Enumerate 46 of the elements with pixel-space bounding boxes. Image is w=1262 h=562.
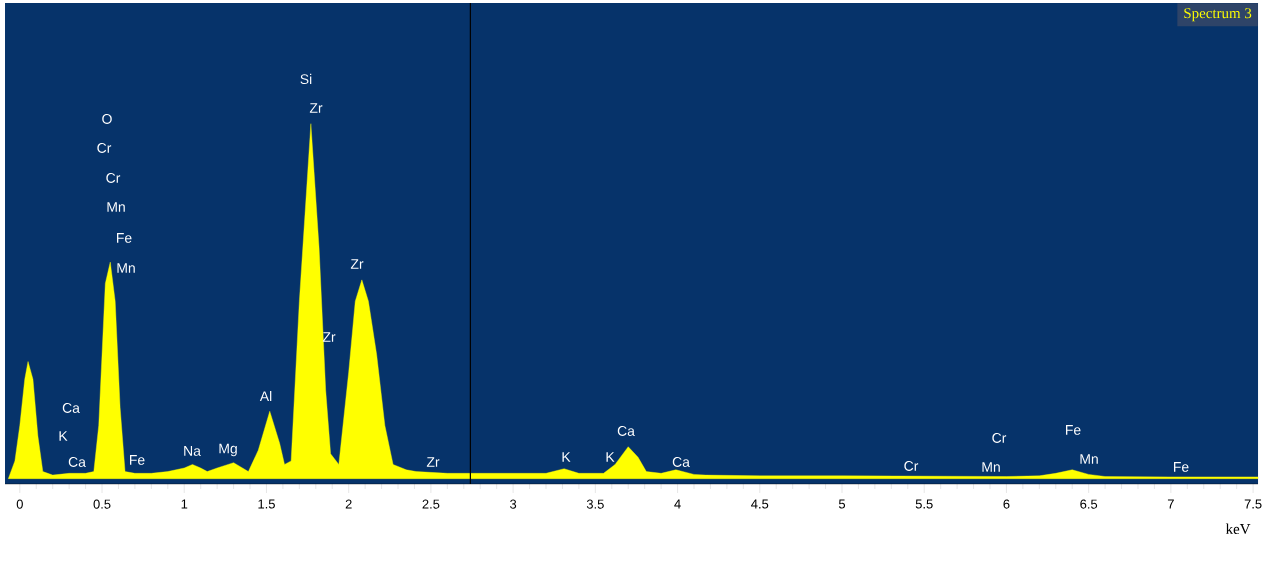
annotation: Cr	[106, 173, 121, 183]
x-tick-label: 6.5	[1080, 499, 1098, 509]
annotation: Ca	[617, 426, 635, 436]
x-tick-label: 2	[345, 499, 352, 509]
annotation: Fe	[117, 233, 132, 243]
annotation: Na	[184, 446, 201, 456]
x-tick-label: 7.5	[1244, 499, 1262, 509]
annotation: Ca	[68, 457, 86, 467]
x-tick-label: 5.5	[915, 499, 933, 509]
annotation: Zr	[426, 457, 440, 467]
annotation: Ca	[62, 403, 80, 413]
annotation: Cr	[904, 461, 919, 471]
x-tick-label: 5	[838, 499, 846, 509]
text: Si	[300, 73, 312, 85]
annotation: Fe	[1066, 425, 1081, 435]
x-tick-label: 2.5	[422, 499, 440, 509]
x-tick-label: 7	[1167, 499, 1174, 509]
annotation: Cr	[97, 143, 112, 153]
annotation: O	[102, 114, 112, 124]
x-tick-label: 6	[1003, 499, 1010, 509]
annotation: Mg	[219, 443, 237, 457]
x-tick-label: 4	[674, 499, 681, 509]
annotation: Mn	[107, 202, 125, 212]
annotation: Zr	[322, 332, 336, 342]
x-tick-label: 4.5	[751, 499, 769, 509]
annotation: Mn	[982, 462, 1000, 472]
text: Zr	[309, 103, 323, 113]
x-tick-label: 3	[510, 499, 517, 509]
annotation: Cr	[992, 433, 1007, 443]
x-tick-label: 0	[16, 499, 23, 509]
chart-title: Spectrum 3	[1184, 8, 1252, 22]
annotation: K	[562, 452, 571, 462]
annotation: Zr	[350, 259, 364, 269]
annotation: Mn	[117, 263, 135, 273]
x-tick-label: 3.5	[586, 499, 604, 509]
annotation: Fe	[1174, 462, 1189, 472]
x-axis-title: keV	[1225, 523, 1251, 535]
annotation: Fe	[130, 455, 145, 465]
annotation: K	[59, 431, 68, 441]
x-tick-label: 1.5	[258, 499, 275, 509]
annotation: K	[606, 452, 615, 462]
annotation: Mn	[1080, 454, 1098, 464]
x-tick-label: 0.5	[93, 499, 111, 509]
annotation: Ca	[672, 457, 690, 467]
x-tick-label: 1	[181, 499, 188, 509]
annotation: Al	[259, 390, 272, 402]
